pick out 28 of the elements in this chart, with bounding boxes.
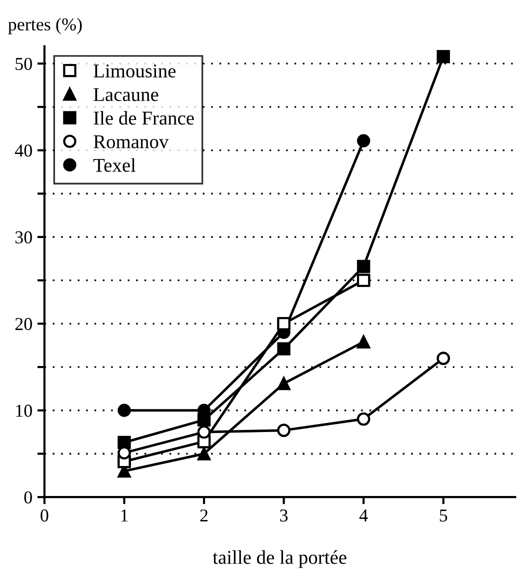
- point: [197, 447, 211, 460]
- point: [356, 134, 370, 148]
- x-axis-title: taille de la portée: [212, 550, 346, 568]
- y-tick-label: 30: [15, 231, 32, 244]
- legend-label: Lacaune: [94, 88, 158, 102]
- y-tick-label: 40: [14, 144, 32, 157]
- y-tick-label: 0: [24, 491, 32, 504]
- y-axis-title: pertes (%): [8, 18, 82, 34]
- point: [356, 260, 370, 274]
- x-tick-label: 4: [359, 510, 368, 522]
- point: [277, 342, 290, 356]
- legend-label: Limousine: [94, 64, 176, 78]
- y-tick-label: 20: [15, 318, 32, 330]
- x-tick-label: 2: [200, 509, 208, 522]
- point: [118, 404, 131, 417]
- point: [356, 335, 370, 348]
- point: [436, 50, 450, 64]
- legend-label: Ile de France: [94, 111, 194, 125]
- x-tick-label: 3: [280, 509, 288, 522]
- y-tick-label: 10: [16, 404, 32, 417]
- legend-label: Romanov: [94, 135, 169, 148]
- x-tick-label: 0: [40, 509, 48, 522]
- x-tick-label: 1: [121, 509, 128, 522]
- x-tick-label: 5: [440, 510, 448, 522]
- legend-label: Texel: [93, 158, 136, 172]
- y-tick-label: 50: [16, 58, 32, 70]
- point: [118, 436, 131, 450]
- point: [277, 376, 290, 390]
